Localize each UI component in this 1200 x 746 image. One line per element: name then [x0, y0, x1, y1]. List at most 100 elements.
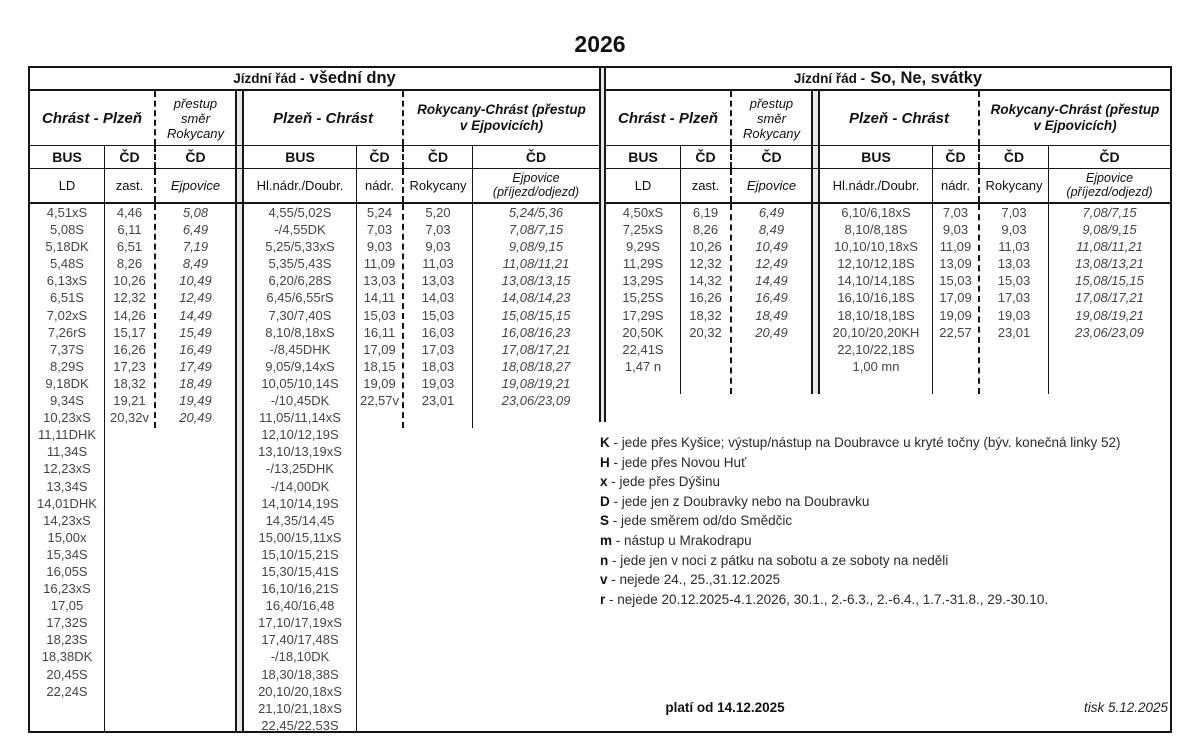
time-cell: 18,15 — [363, 358, 396, 374]
time-cell: 14,01DHK — [37, 495, 97, 511]
group-plzen-chrast: Plzeň - Chrást — [848, 109, 950, 127]
time-cell: 17,40/17,48S — [261, 632, 339, 648]
period-label: všední dny — [309, 69, 396, 87]
time-cell: 12,23xS — [43, 461, 91, 477]
time-cell: 16,23xS — [43, 581, 91, 597]
legend-item: r - nejede 20.12.2025-4.1.2026, 30.1., 2… — [600, 590, 1121, 610]
time-cell: 9,05/9,14xS — [265, 358, 335, 374]
time-cell: 15,00x — [47, 529, 87, 545]
time-cell: 20,50K — [622, 324, 664, 340]
time-cell: 11,09 — [363, 256, 396, 272]
time-cell: 16,10/16,21S — [261, 581, 339, 597]
time-cell: 5,24/5,36 — [508, 205, 564, 220]
time-cell: 15,08/15,15 — [1075, 273, 1144, 289]
time-cell: 10,49 — [179, 273, 212, 289]
time-cell: 16,49 — [179, 341, 212, 357]
time-cell: 15,03 — [363, 307, 396, 323]
time-cell: 15,30/15,41S — [261, 563, 339, 579]
time-cell: 23,06/23,09 — [1075, 324, 1144, 340]
time-cell: 23,01 — [421, 393, 455, 409]
stop-zast: zast. — [680, 169, 730, 202]
time-cell: 8,29S — [50, 358, 84, 374]
stop-ejpovice-arrdep-label: Ejpovice (příjezd/odjezd) — [1066, 171, 1153, 199]
stop-ld: LD — [634, 178, 652, 193]
stop-zast: zast. — [104, 169, 154, 202]
weekday-period-header: Jízdní řád - všední dny — [30, 68, 599, 91]
time-cell: 9,03 — [942, 222, 969, 238]
time-cell: 17,03 — [997, 290, 1031, 306]
time-cell: 7,30/7,40S — [268, 307, 332, 323]
time-cell: 11,05/11,14xS — [259, 410, 341, 426]
time-cell: 17,23 — [113, 358, 146, 374]
time-cell: 8,49 — [758, 222, 785, 238]
time-cell: 22,41S — [622, 341, 664, 357]
time-cell: 12,49 — [755, 256, 788, 272]
time-cell: 9,08/9,15 — [1082, 222, 1137, 238]
stop-nadr: nádr. — [356, 169, 402, 202]
time-cell: 14,49 — [755, 273, 788, 289]
time-cell: 6,20/6,28S — [268, 273, 332, 289]
time-cell: 20,10/20,20KH — [832, 324, 920, 340]
carrier-cd: ČD — [978, 146, 1048, 168]
carrier-bus: BUS — [628, 149, 658, 165]
legend-key: D — [600, 493, 610, 509]
stop-hlnadr-doubr: Hl.nádr./Doubr. — [832, 178, 920, 193]
legend-text: - nejede 20.12.2025-4.1.2026, 30.1., 2.-… — [605, 591, 1049, 607]
time-cell: 13,10/13,19xS — [258, 444, 342, 460]
time-cell: 7,03 — [366, 222, 393, 238]
stop-ld: LD — [58, 178, 76, 193]
time-cell: 9,34S — [50, 393, 84, 409]
time-cell: 7,03 — [942, 205, 969, 220]
time-cell: 18,10/18,18S — [837, 307, 915, 323]
weekend-stop-row: LD zast. Ejpovice Hl.nádr./Doubr. nádr. … — [606, 169, 1170, 204]
group-prestup-rokycany: přestup směr Rokycany — [730, 91, 811, 145]
period-label: So, Ne, svátky — [870, 69, 983, 87]
weekend-group-row: Chrást - Plzeň přestup směr Rokycany Plz… — [606, 91, 1170, 146]
time-cell: 16,08/16,23 — [501, 324, 571, 340]
weekday-half: Jízdní řád - všední dny Chrást - Plzeň p… — [30, 68, 599, 733]
time-cell: 18,32 — [689, 307, 722, 323]
time-cell: -/13,25DHK — [266, 461, 334, 477]
stop-ejpovice-arrdep: Ejpovice (příjezd/odjezd) — [1048, 169, 1170, 202]
times-bus-ld: 4,51xS 5,08S 5,18DK 5,48S 6,13xS 6,51S 7,02xS 7… — [30, 204, 104, 731]
time-cell: 17,32S — [46, 615, 88, 631]
time-cell: 15,34S — [46, 546, 88, 562]
section-divider — [811, 146, 820, 168]
period-prefix: Jízdní řád - — [793, 71, 866, 86]
weekend-carrier-row: BUS ČD ČD BUS ČD ČD ČD — [606, 146, 1170, 169]
time-cell: 13,09 — [939, 256, 972, 272]
time-cell: 11,03 — [422, 256, 454, 272]
valid-from-note: platí od 14.12.2025 — [665, 700, 785, 715]
legend-key: r — [600, 591, 606, 607]
time-cell: 12,10/12,18S — [837, 256, 915, 272]
time-cell: 12,10/12,19S — [261, 427, 339, 443]
time-cell: 6,10/6,18xS — [841, 205, 911, 220]
time-cell: 17,49 — [179, 358, 212, 374]
time-cell: 9,08/9,15 — [508, 239, 564, 255]
group-plzen-chrast: Plzeň - Chrást — [272, 109, 374, 127]
time-cell: 15,17 — [113, 324, 146, 340]
time-cell: 13,03 — [363, 273, 396, 289]
halves-divider — [599, 68, 606, 422]
time-cell: 12,32 — [113, 290, 146, 306]
carrier-cd: ČD — [680, 146, 730, 168]
legend-key: x — [600, 474, 608, 490]
time-cell: 8,10/8,18xS — [265, 324, 335, 340]
time-cell: 4,51xS — [46, 205, 88, 220]
time-cell: 4,50xS — [622, 205, 664, 220]
time-cell: 7,26rS — [47, 324, 87, 340]
weekend-period-header: Jízdní řád - So, Ne, svátky — [606, 68, 1170, 91]
times-cd-rokycany: 7,03 9,03 11,03 13,03 15,03 17,03 19,03 23,01 — [978, 204, 1048, 394]
section-divider — [235, 146, 244, 168]
time-cell: 11,08/11,21 — [1076, 239, 1143, 255]
section-divider — [811, 204, 820, 394]
time-cell: 19,09 — [939, 307, 972, 323]
legend: K - jede přes Kyšice; výstup/nástup na D… — [600, 433, 1121, 609]
time-cell: 5,25/5,33xS — [265, 239, 335, 255]
time-cell: 18,38DK — [41, 649, 93, 665]
time-cell: 14,23xS — [43, 512, 91, 528]
time-cell: 7,03 — [425, 222, 451, 238]
time-cell: 6,13xS — [46, 273, 88, 289]
time-cell: 17,09 — [363, 341, 396, 357]
